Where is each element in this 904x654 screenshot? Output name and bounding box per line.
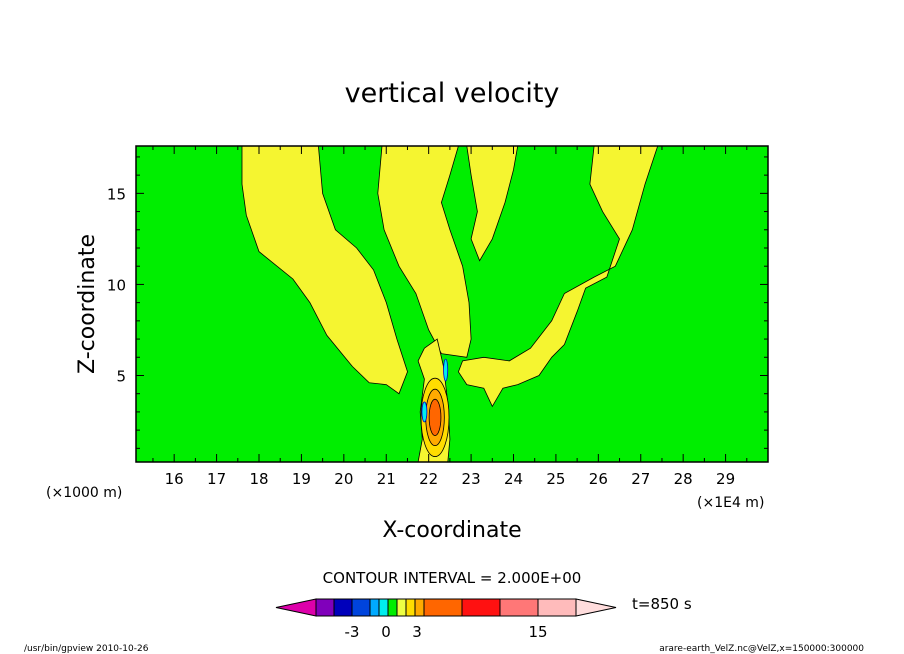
x-tick-label: 18 bbox=[249, 470, 268, 488]
x-tick-label: 22 bbox=[419, 470, 438, 488]
x-tick-label: 25 bbox=[546, 470, 565, 488]
y-tick-label: 5 bbox=[116, 367, 126, 385]
positive-region-1 bbox=[241, 146, 408, 395]
x-tick-label: 29 bbox=[716, 470, 735, 488]
x-axis-label: X-coordinate bbox=[382, 518, 521, 543]
colorbar-tick-label: -3 bbox=[345, 623, 360, 641]
x-tick-label: 17 bbox=[207, 470, 226, 488]
colorbar-segment bbox=[405, 598, 416, 617]
colorbar-segment bbox=[315, 598, 335, 617]
colorbar-segment bbox=[378, 598, 389, 617]
x-tick-label: 20 bbox=[334, 470, 353, 488]
positive-region-4 bbox=[457, 146, 659, 408]
colorbar bbox=[275, 598, 617, 617]
x-tick-label: 16 bbox=[165, 470, 184, 488]
colorbar-segment bbox=[351, 598, 371, 617]
x-tick-label: 26 bbox=[589, 470, 608, 488]
x-axis-ticks: 16 17 18 19 20 21 22 23 24 25 26 27 28 29 bbox=[152, 146, 748, 488]
y-axis-label: Z-coordinate bbox=[75, 234, 100, 374]
time-label: t=850 s bbox=[632, 595, 692, 613]
colorbar-segment bbox=[333, 598, 353, 617]
y-axis-ticks: 5 10 15 bbox=[107, 156, 768, 449]
plot-frame bbox=[135, 145, 769, 463]
colorbar-tick-label: 0 bbox=[381, 623, 391, 641]
positive-region-2 bbox=[377, 146, 472, 358]
colorbar-segment bbox=[499, 598, 539, 617]
downdraft-region-2 bbox=[443, 358, 449, 382]
chart-title: vertical velocity bbox=[345, 78, 560, 109]
positive-region-3 bbox=[466, 146, 519, 262]
colorbar-segment bbox=[396, 598, 407, 617]
x-tick-label: 24 bbox=[504, 470, 523, 488]
y-tick-label: 15 bbox=[107, 185, 126, 203]
colorbar-labels: -3 0 3 15 bbox=[345, 623, 548, 641]
colorbar-segment bbox=[414, 598, 425, 617]
footer-left: /usr/bin/gpview 2010-10-26 bbox=[24, 644, 149, 654]
x-tick-label: 21 bbox=[377, 470, 396, 488]
y-unit-label: (×1000 m) bbox=[46, 485, 122, 501]
x-tick-label: 28 bbox=[674, 470, 693, 488]
colorbar-segment bbox=[423, 598, 463, 617]
y-tick-label: 10 bbox=[107, 276, 126, 294]
colorbar-tick-label: 3 bbox=[412, 623, 422, 641]
colorbar-tick-label: 15 bbox=[528, 623, 547, 641]
x-tick-label: 23 bbox=[462, 470, 481, 488]
plot-area bbox=[136, 146, 768, 462]
colorbar-segment bbox=[387, 598, 398, 617]
contour-interval-text: CONTOUR INTERVAL = 2.000E+00 bbox=[323, 569, 582, 587]
colorbar-segment bbox=[537, 598, 577, 617]
updraft-contour-3 bbox=[428, 398, 442, 436]
footer-right: arare-earth_VelZ.nc@VelZ,x=150000:300000 bbox=[659, 644, 864, 654]
colorbar-left-arrow bbox=[275, 598, 317, 617]
x-unit-label: (×1E4 m) bbox=[697, 495, 764, 511]
colorbar-segment bbox=[461, 598, 501, 617]
contour-layer bbox=[241, 146, 659, 462]
colorbar-segment bbox=[369, 598, 380, 617]
downdraft-region-1 bbox=[421, 401, 428, 423]
x-tick-label: 19 bbox=[292, 470, 311, 488]
x-tick-label: 27 bbox=[631, 470, 650, 488]
colorbar-right-arrow bbox=[575, 598, 617, 617]
